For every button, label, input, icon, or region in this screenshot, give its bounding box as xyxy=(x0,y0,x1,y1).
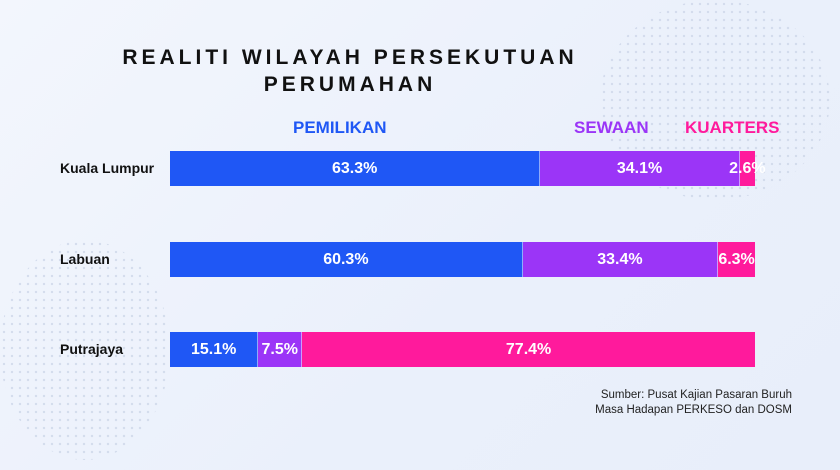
data-label: 33.4% xyxy=(597,250,643,268)
row-label: Labuan xyxy=(60,251,110,267)
bar-segment-sewaan: 34.1% xyxy=(540,151,740,186)
data-label: 63.3% xyxy=(331,159,378,177)
bar-segment-sewaan: 7.5% xyxy=(258,332,303,367)
bar-segment-pemilikan: 60.3% xyxy=(170,242,523,277)
legend-sewaan: SEWAAN xyxy=(574,118,649,137)
bar-segment-kuarters: 77.4% xyxy=(302,332,755,367)
bar-row: 15.1% 7.5% 77.4% xyxy=(170,332,755,367)
bar-segment-pemilikan: 63.3% xyxy=(170,151,541,186)
data-label: 6.3% xyxy=(718,250,755,268)
legend-kuarters: KUARTERS xyxy=(685,118,780,137)
row-label: Kuala Lumpur xyxy=(60,160,155,176)
bar-segment-pemilikan: 15.1% xyxy=(170,332,259,367)
data-label: 60.3% xyxy=(323,250,369,268)
decorative-dots xyxy=(0,240,170,460)
chart-title: REALITI WILAYAH PERSEKUTUAN PERUMAHAN xyxy=(0,44,700,98)
title-line: PERUMAHAN xyxy=(263,73,437,96)
data-label: 2.6% xyxy=(729,159,766,177)
bar-segment-kuarters: 2.6% xyxy=(729,151,766,186)
row-label: Putrajaya xyxy=(60,341,124,357)
data-label: 7.5% xyxy=(261,340,298,358)
title-line: REALITI WILAYAH PERSEKUTUAN xyxy=(122,46,578,69)
data-label: 34.1% xyxy=(616,159,663,177)
source-line: Sumber: Pusat Kajian Pasaran Buruh xyxy=(600,389,792,401)
data-label: 77.4% xyxy=(505,340,552,358)
legend-pemilikan: PEMILIKAN xyxy=(293,118,387,137)
bar-row: 63.3% 34.1% 2.6% xyxy=(170,151,766,186)
bar-row: 60.3% 33.4% 6.3% xyxy=(170,242,755,277)
bar-segment-kuarters: 6.3% xyxy=(718,242,755,277)
data-label: 15.1% xyxy=(190,340,237,358)
bar-segment-sewaan: 33.4% xyxy=(522,242,719,277)
source-note: Sumber: Pusat Kajian Pasaran Buruh Masa … xyxy=(595,388,792,418)
source-line: Masa Hadapan PERKESO dan DOSM xyxy=(595,404,792,416)
